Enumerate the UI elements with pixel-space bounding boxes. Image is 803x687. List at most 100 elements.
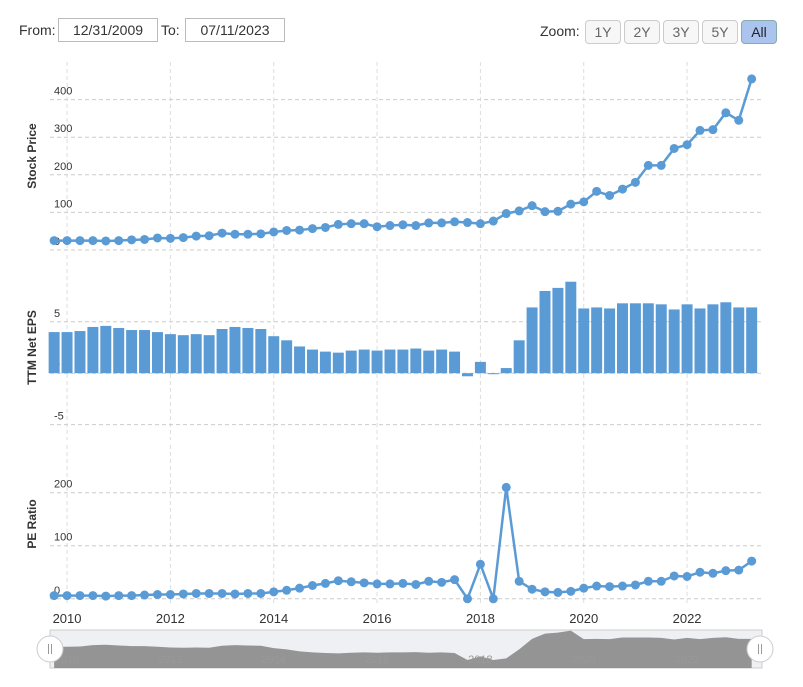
point bbox=[630, 177, 640, 187]
point bbox=[450, 217, 460, 227]
point bbox=[734, 565, 744, 575]
to-label: To: bbox=[161, 22, 180, 38]
point bbox=[695, 567, 705, 577]
point bbox=[437, 577, 447, 587]
point bbox=[734, 115, 744, 125]
bar bbox=[229, 326, 241, 374]
bar bbox=[384, 349, 396, 374]
bar bbox=[487, 373, 499, 375]
point bbox=[592, 186, 602, 196]
bar bbox=[578, 308, 590, 374]
point bbox=[501, 209, 511, 219]
point bbox=[630, 580, 640, 590]
point bbox=[191, 231, 201, 241]
point bbox=[295, 225, 305, 235]
bar bbox=[423, 350, 435, 374]
point bbox=[75, 236, 85, 246]
point bbox=[346, 577, 356, 587]
point bbox=[540, 587, 550, 597]
bar bbox=[681, 304, 693, 374]
x-tick-label: 2020 bbox=[569, 611, 598, 626]
bar bbox=[345, 350, 357, 374]
to-input[interactable]: 07/11/2023 bbox=[185, 18, 285, 42]
point bbox=[553, 206, 563, 216]
point bbox=[617, 184, 627, 194]
bar bbox=[526, 307, 538, 374]
navigator-label: 2014 bbox=[261, 654, 285, 666]
from-label: From: bbox=[19, 22, 56, 38]
bar bbox=[565, 281, 577, 374]
point bbox=[114, 591, 124, 601]
point bbox=[708, 125, 718, 135]
point bbox=[527, 584, 537, 594]
point bbox=[669, 143, 679, 153]
zoom-button[interactable]: 5Y bbox=[702, 20, 738, 44]
y-tick-label: 200 bbox=[54, 479, 72, 491]
point bbox=[527, 201, 537, 211]
point bbox=[101, 236, 111, 246]
point bbox=[178, 589, 188, 599]
point bbox=[346, 219, 356, 229]
point bbox=[424, 576, 434, 586]
bar bbox=[87, 326, 99, 374]
point bbox=[178, 233, 188, 243]
point bbox=[605, 190, 615, 200]
navigator-label: 2018 bbox=[468, 654, 492, 666]
x-tick-label: 2010 bbox=[53, 611, 82, 626]
point bbox=[501, 482, 511, 492]
point bbox=[165, 590, 175, 600]
point bbox=[566, 586, 576, 596]
point bbox=[682, 571, 692, 581]
point bbox=[256, 588, 266, 598]
y-axis-title: Stock Price bbox=[25, 123, 39, 189]
bar bbox=[126, 330, 138, 374]
point bbox=[282, 585, 292, 595]
navigator-handle bbox=[36, 635, 64, 663]
point bbox=[643, 576, 653, 586]
point bbox=[566, 199, 576, 209]
point bbox=[49, 236, 59, 246]
point bbox=[450, 575, 460, 585]
point bbox=[114, 236, 124, 246]
bar bbox=[539, 290, 551, 374]
from-input[interactable]: 12/31/2009 bbox=[58, 18, 158, 42]
y-tick-label: 300 bbox=[54, 123, 72, 135]
bar bbox=[694, 308, 706, 374]
bar bbox=[655, 304, 667, 374]
point bbox=[62, 591, 72, 601]
x-tick-label: 2012 bbox=[156, 611, 185, 626]
y-axis-title: TTM Net EPS bbox=[25, 310, 39, 385]
point bbox=[617, 581, 627, 591]
bar bbox=[500, 368, 512, 374]
point bbox=[656, 160, 666, 170]
point bbox=[385, 221, 395, 231]
zoom-button[interactable]: 3Y bbox=[663, 20, 699, 44]
bar bbox=[332, 352, 344, 374]
point bbox=[307, 581, 317, 591]
point bbox=[411, 221, 421, 231]
bar bbox=[604, 308, 616, 374]
point bbox=[424, 218, 434, 228]
x-tick-label: 2016 bbox=[363, 611, 392, 626]
bar bbox=[268, 336, 280, 374]
bar bbox=[591, 307, 603, 374]
navigator-label: 2016 bbox=[365, 654, 389, 666]
point bbox=[488, 594, 498, 604]
bar bbox=[733, 307, 745, 374]
zoom-button[interactable]: 2Y bbox=[624, 20, 660, 44]
point bbox=[230, 229, 240, 239]
bar bbox=[552, 287, 564, 374]
point bbox=[643, 160, 653, 170]
point bbox=[656, 576, 666, 586]
bar bbox=[513, 340, 525, 374]
zoom-button[interactable]: 1Y bbox=[585, 20, 621, 44]
bar bbox=[707, 304, 719, 374]
bar bbox=[319, 351, 331, 374]
bar bbox=[203, 335, 215, 374]
point bbox=[359, 578, 369, 588]
point bbox=[295, 583, 305, 593]
bar bbox=[617, 303, 628, 374]
x-tick-label: 2014 bbox=[259, 611, 288, 626]
zoom-button[interactable]: All bbox=[741, 20, 777, 44]
